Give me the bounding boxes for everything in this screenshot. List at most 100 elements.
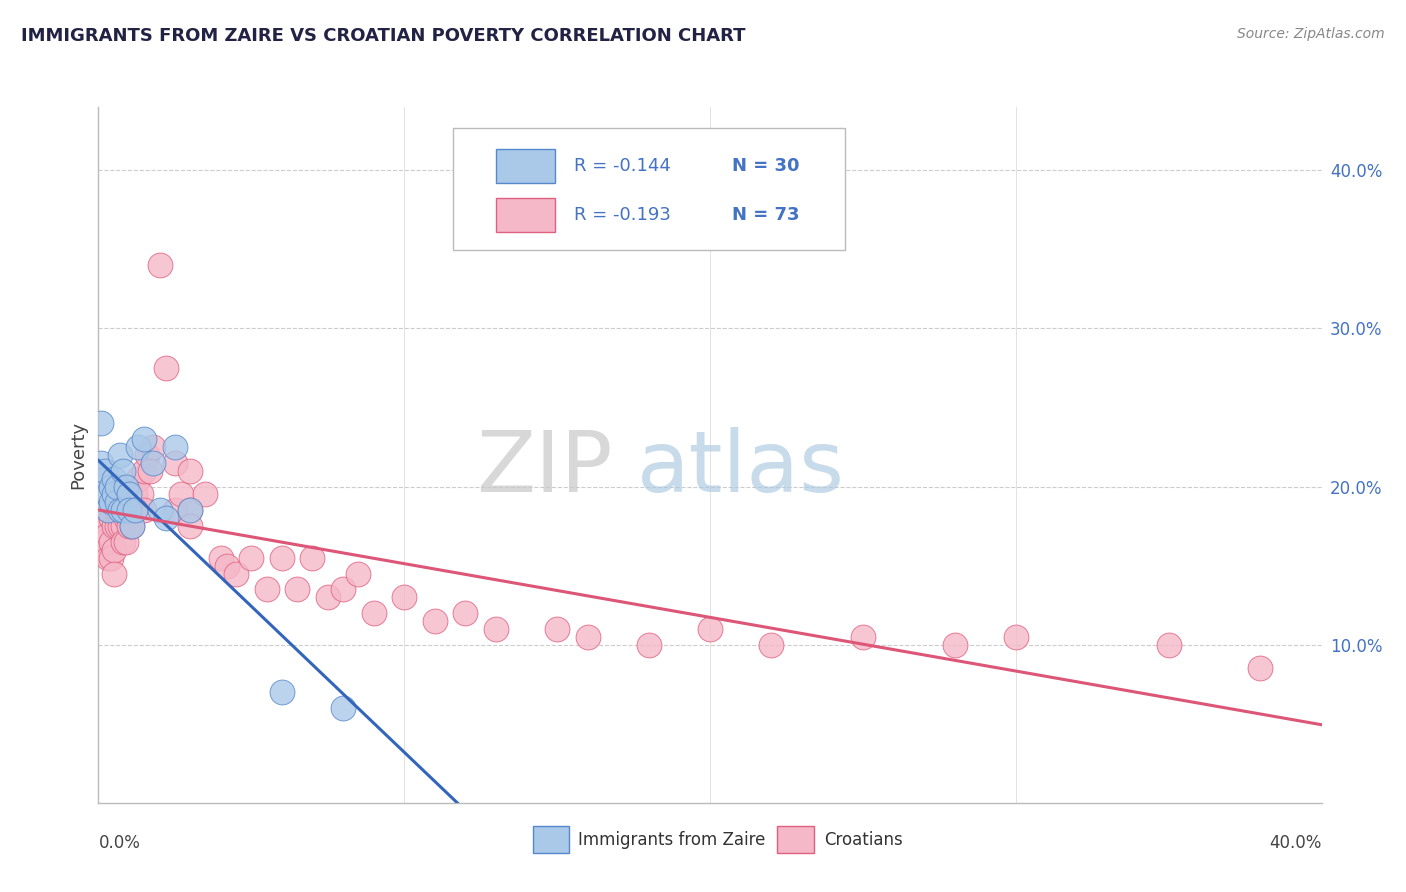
Point [124, 503, 146, 517]
Point [179, 503, 201, 517]
Text: atlas: atlas [637, 427, 845, 510]
Text: N = 30: N = 30 [733, 157, 800, 175]
Point [111, 464, 134, 478]
Point [93, 534, 115, 549]
Point [115, 479, 138, 493]
Point [1157, 638, 1180, 652]
Point [105, 503, 128, 517]
Point [115, 534, 138, 549]
Point [105, 487, 128, 501]
Point [121, 519, 143, 533]
Point [100, 479, 122, 493]
Point [155, 360, 177, 375]
Point [100, 495, 122, 509]
FancyBboxPatch shape [778, 827, 814, 853]
Point [97, 527, 120, 541]
Point [103, 519, 125, 533]
Point [240, 550, 263, 565]
Point [215, 558, 238, 573]
Point [105, 495, 128, 509]
Point [149, 503, 172, 517]
Point [121, 503, 143, 517]
Point [285, 582, 308, 597]
Point [103, 542, 125, 557]
Point [90, 456, 112, 470]
Point [142, 456, 165, 470]
Point [699, 622, 721, 636]
Point [163, 440, 186, 454]
Point [97, 487, 120, 501]
Point [127, 440, 149, 454]
Point [179, 503, 201, 517]
Point [93, 464, 115, 478]
Text: N = 73: N = 73 [733, 206, 800, 224]
Point [118, 519, 141, 533]
Text: 0.0%: 0.0% [98, 834, 141, 852]
Point [100, 511, 122, 525]
Point [108, 448, 131, 462]
Point [93, 472, 115, 486]
Point [316, 591, 339, 605]
Point [209, 550, 232, 565]
Point [136, 448, 159, 462]
Point [852, 630, 875, 644]
Text: 40.0%: 40.0% [1270, 834, 1322, 852]
Point [134, 464, 156, 478]
Point [546, 622, 568, 636]
Point [129, 487, 152, 501]
Point [118, 487, 141, 501]
Point [163, 503, 186, 517]
Point [108, 503, 131, 517]
Point [1004, 630, 1026, 644]
Point [93, 519, 115, 533]
Point [170, 487, 193, 501]
Text: R = -0.193: R = -0.193 [574, 206, 683, 224]
Point [100, 534, 122, 549]
Text: ZIP: ZIP [475, 427, 612, 510]
Point [103, 472, 125, 486]
FancyBboxPatch shape [453, 128, 845, 250]
Point [124, 503, 146, 517]
Point [124, 487, 146, 501]
Point [576, 630, 599, 644]
Point [121, 519, 143, 533]
Text: Immigrants from Zaire: Immigrants from Zaire [578, 831, 765, 849]
Point [118, 503, 141, 517]
Point [90, 417, 112, 431]
Point [105, 479, 128, 493]
Point [111, 503, 134, 517]
Point [111, 534, 134, 549]
Point [943, 638, 966, 652]
Point [90, 542, 112, 557]
Point [97, 503, 120, 517]
FancyBboxPatch shape [496, 150, 555, 183]
Point [103, 566, 125, 581]
Point [115, 511, 138, 525]
Point [108, 487, 131, 501]
Point [270, 550, 292, 565]
Point [127, 472, 149, 486]
Point [103, 487, 125, 501]
Point [118, 479, 141, 493]
Point [301, 550, 323, 565]
Point [142, 440, 165, 454]
Point [363, 606, 385, 620]
Point [111, 519, 134, 533]
Y-axis label: Poverty: Poverty [69, 421, 87, 489]
Point [759, 638, 782, 652]
FancyBboxPatch shape [496, 198, 555, 232]
Point [118, 503, 141, 517]
Point [225, 566, 247, 581]
Point [139, 464, 162, 478]
Text: Source: ZipAtlas.com: Source: ZipAtlas.com [1237, 27, 1385, 41]
Point [270, 685, 292, 699]
Point [1249, 661, 1271, 675]
Point [105, 519, 128, 533]
Point [134, 503, 156, 517]
Point [256, 582, 278, 597]
Text: R = -0.144: R = -0.144 [574, 157, 683, 175]
Point [454, 606, 477, 620]
Point [637, 638, 661, 652]
Point [108, 519, 131, 533]
Point [392, 591, 416, 605]
